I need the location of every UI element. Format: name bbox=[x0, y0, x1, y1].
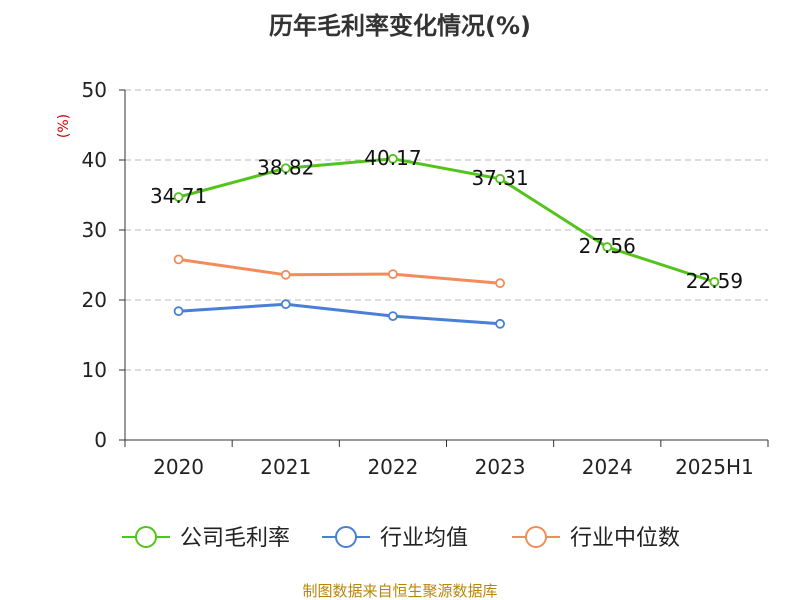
legend-label: 行业均值 bbox=[380, 526, 468, 551]
y-tick-label: 40 bbox=[82, 148, 107, 172]
x-tick-label: 2023 bbox=[475, 455, 526, 479]
x-tick-label: 2022 bbox=[367, 455, 418, 479]
data-point bbox=[495, 278, 505, 289]
data-labels: 34.71 38.82 40.17 37.31 27.56 22.59 bbox=[150, 146, 743, 293]
data-label: 27.56 bbox=[579, 234, 636, 258]
legend-marker bbox=[135, 526, 157, 548]
data-point bbox=[388, 269, 398, 280]
legend-marker bbox=[525, 526, 547, 548]
series-line bbox=[178, 157, 715, 284]
x-tick-label: 2025H1 bbox=[675, 455, 754, 479]
y-tick-label: 50 bbox=[82, 78, 107, 102]
y-axis-label: (%) bbox=[56, 114, 72, 138]
source-note: 制图数据来自恒生聚源数据库 bbox=[302, 582, 497, 600]
grid-lines bbox=[125, 89, 768, 371]
series-line bbox=[178, 302, 501, 326]
data-point bbox=[495, 173, 505, 184]
data-point bbox=[173, 254, 184, 265]
data-point bbox=[280, 299, 291, 310]
data-point bbox=[280, 163, 291, 174]
x-tick-label: 2021 bbox=[260, 455, 311, 479]
series-line bbox=[178, 257, 501, 285]
legend: 公司毛利率 行业均值 行业中位数 bbox=[122, 526, 680, 551]
x-tick-label: 2020 bbox=[153, 455, 204, 479]
data-label: 22.59 bbox=[686, 269, 743, 293]
axes: 0 10 20 30 40 50 2020 2021 2022 2023 2024 2025H1 bbox=[82, 78, 769, 479]
y-tick-label: 10 bbox=[82, 358, 107, 382]
data-point bbox=[173, 306, 184, 317]
data-point bbox=[173, 192, 184, 202]
legend-label: 行业中位数 bbox=[570, 526, 680, 551]
series-lines bbox=[173, 153, 720, 329]
data-label: 38.82 bbox=[257, 155, 314, 179]
y-tick-label: 0 bbox=[94, 428, 107, 452]
data-label: 34.71 bbox=[150, 184, 207, 208]
y-tick-label: 20 bbox=[82, 288, 107, 312]
data-point bbox=[388, 153, 398, 164]
data-label: 40.17 bbox=[364, 146, 421, 170]
legend-marker bbox=[335, 526, 357, 548]
legend-label: 公司毛利率 bbox=[180, 526, 290, 551]
y-tick-label: 30 bbox=[82, 218, 107, 242]
data-label: 37.31 bbox=[471, 166, 528, 190]
data-point bbox=[602, 242, 613, 252]
data-point bbox=[495, 318, 505, 329]
data-point bbox=[388, 311, 398, 322]
data-point bbox=[709, 276, 720, 287]
x-tick-label: 2024 bbox=[582, 455, 633, 479]
data-point bbox=[280, 269, 291, 280]
chart-title: 历年毛利率变化情况(%) bbox=[269, 12, 531, 40]
